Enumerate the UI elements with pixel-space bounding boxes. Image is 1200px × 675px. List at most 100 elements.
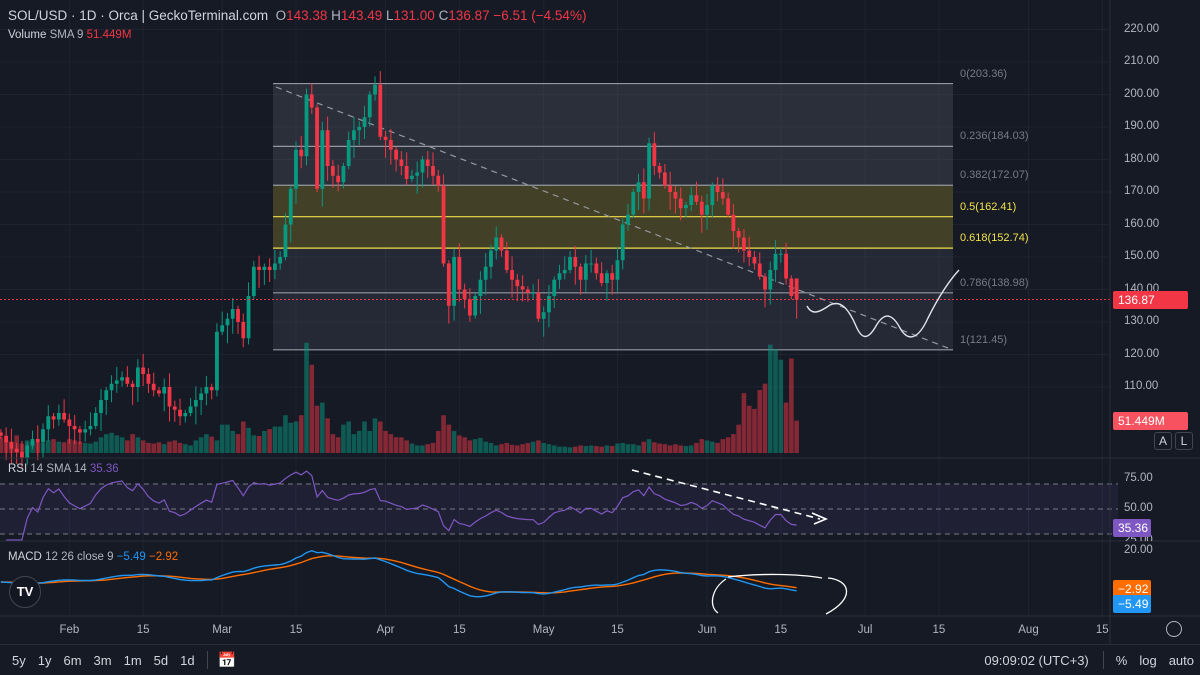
rsi-params: 14 SMA 14: [30, 463, 87, 475]
macd-badge: −5.49: [1113, 595, 1151, 613]
volume-legend[interactable]: Volume SMA 9 51.449M: [8, 29, 131, 41]
volume-bar: [98, 437, 104, 453]
time-axis-label: May: [532, 624, 555, 636]
candle-body: [135, 367, 140, 387]
auto-toggle[interactable]: auto: [1168, 652, 1194, 668]
log-toggle[interactable]: log: [1139, 652, 1157, 668]
volume-bar: [320, 402, 325, 453]
volume-bar: [430, 442, 436, 453]
price-axis-label: 120.00: [1124, 347, 1160, 360]
volume-bar: [604, 445, 610, 453]
volume-bar: [235, 434, 241, 453]
candle-body: [394, 149, 399, 160]
candle-body: [568, 257, 572, 270]
candle-body: [720, 192, 725, 199]
volume-bar: [167, 441, 172, 453]
candle-body: [446, 263, 451, 306]
time-axis-label: Aug: [1018, 624, 1039, 636]
candle-body: [705, 205, 709, 215]
projection-drawing[interactable]: [806, 269, 960, 338]
macd-legend[interactable]: MACD 12 26 close 9 −5.49 −2.92: [8, 551, 178, 563]
range-3m[interactable]: 3m: [93, 652, 112, 668]
time-axis-label: Apr: [376, 624, 395, 636]
volume-bar: [752, 408, 757, 453]
volume-bar: [72, 440, 77, 453]
rsi-legend[interactable]: RSI 14 SMA 14 35.36: [8, 463, 119, 475]
volume-bar: [731, 434, 736, 453]
range-5d[interactable]: 5d: [153, 652, 169, 668]
volume-bar: [314, 405, 320, 453]
time-axis-label: 15: [289, 624, 303, 636]
open-label: O: [275, 8, 287, 23]
volume-bar: [499, 444, 504, 453]
settings-gear-icon[interactable]: [1166, 621, 1182, 637]
candle-body: [605, 273, 609, 283]
range-6m[interactable]: 6m: [63, 652, 82, 668]
macd-circle-drawing[interactable]: [711, 573, 848, 615]
candle-body: [726, 198, 731, 215]
candle-body: [215, 331, 219, 391]
volume-bar: [620, 442, 626, 453]
volume-bar: [277, 426, 283, 453]
rsi-trend-arrow[interactable]: [631, 469, 821, 520]
volume-bar: [67, 439, 72, 453]
volume-bar: [140, 440, 146, 453]
volume-bar: [45, 440, 51, 453]
volume-bar: [172, 440, 178, 453]
range-1d[interactable]: 1d: [180, 652, 195, 668]
fib-retracement[interactable]: [273, 82, 953, 351]
trendline[interactable]: [275, 86, 954, 351]
candle-body: [283, 224, 288, 257]
volume-bar: [267, 429, 272, 453]
candle-body: [467, 299, 472, 316]
range-1y[interactable]: 1y: [37, 652, 52, 668]
candle-body: [710, 185, 715, 205]
volume-bar: [56, 441, 62, 453]
symbol-legend[interactable]: SOL/USD · 1D · Orca | GeckoTerminal.com …: [8, 8, 586, 23]
price-axis-label: 170.00: [1124, 185, 1160, 197]
fib-level-label: 0.236(184.03): [960, 130, 1029, 143]
candle-body: [641, 182, 646, 199]
low-value: 131.00: [393, 8, 435, 23]
volume-bar: [546, 444, 552, 453]
candle-body: [288, 188, 293, 225]
volume-bar: [372, 418, 378, 453]
candle-body: [715, 185, 720, 192]
fib-level-label: 0.5(162.41): [960, 200, 1017, 213]
volume-bar: [393, 437, 399, 453]
volume-bar: [304, 342, 309, 453]
volume-bar: [61, 442, 67, 453]
clock[interactable]: 09:09:02 (UTC+3): [984, 652, 1089, 668]
volume-bar: [562, 446, 568, 453]
volume-bar: [789, 358, 794, 453]
log-scale-button[interactable]: L: [1175, 432, 1193, 450]
goto-date-calendar-icon[interactable]: 📅: [217, 652, 237, 669]
price-axis-label: 110.00: [1124, 380, 1159, 392]
candle-body: [178, 409, 182, 417]
macd-line: [0, 549, 797, 598]
volume-bar: [746, 405, 752, 453]
time-axis-label: 15: [452, 624, 466, 636]
volume-bar: [757, 390, 763, 453]
volume-bar: [778, 359, 784, 453]
candle-body: [478, 279, 483, 296]
volume-bar: [594, 446, 599, 453]
candle-body: [626, 214, 630, 225]
percent-toggle[interactable]: %: [1115, 652, 1128, 668]
rsi-line: [6, 470, 797, 541]
candle-body: [104, 390, 109, 400]
range-1m[interactable]: 1m: [123, 652, 142, 668]
volume-bar: [694, 442, 699, 453]
candle-body: [573, 257, 578, 267]
tradingview-logo[interactable]: TV: [9, 576, 41, 608]
candle-body: [141, 367, 146, 374]
candle-body: [46, 416, 51, 430]
candle-body: [431, 166, 435, 176]
range-5y[interactable]: 5y: [12, 652, 26, 668]
volume-bar: [557, 446, 562, 453]
volume-bar: [652, 442, 657, 453]
candle-body: [341, 166, 346, 183]
auto-scale-button[interactable]: A: [1154, 432, 1172, 450]
volume-bar: [135, 437, 141, 453]
